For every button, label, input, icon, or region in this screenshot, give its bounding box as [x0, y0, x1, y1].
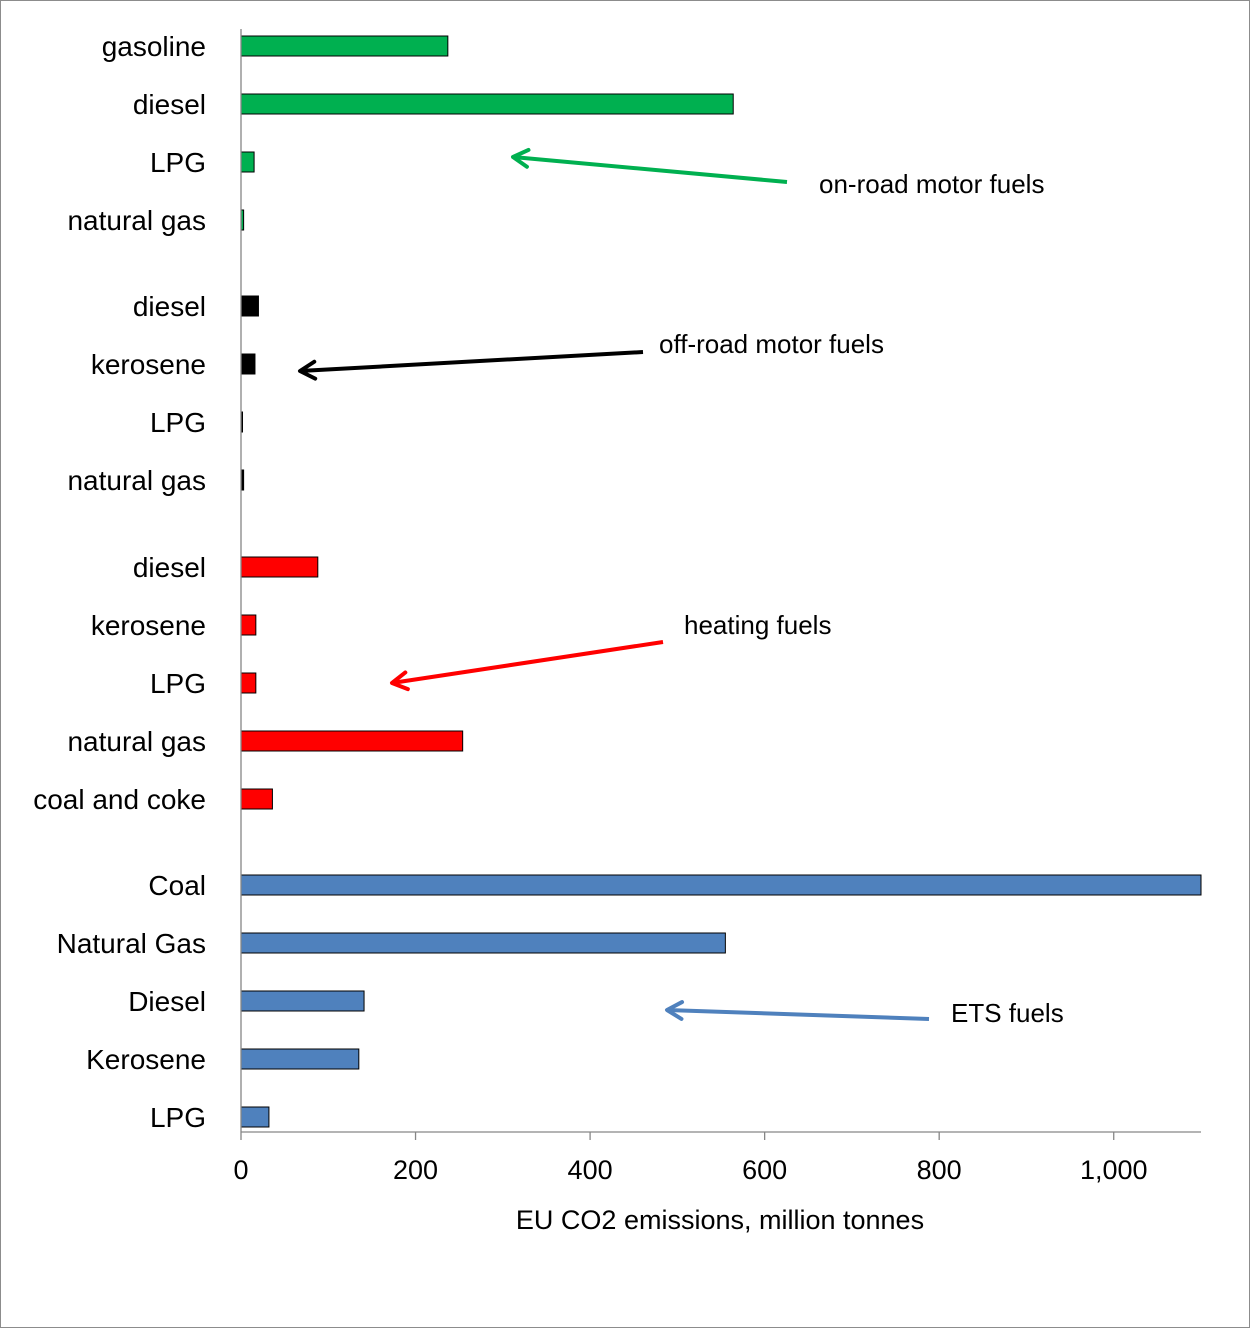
category-label: LPG [150, 1102, 206, 1133]
annotation-arrowhead [390, 670, 410, 692]
annotation-arrowhead [298, 359, 318, 381]
category-labels: gasoline diesel LPG natural gas diesel kerose… [33, 31, 206, 1133]
bars-layer [240, 35, 1202, 1128]
category-label: kerosene [91, 349, 206, 380]
category-label: Kerosene [86, 1044, 206, 1075]
category-label: LPG [150, 407, 206, 438]
x-tick-label: 400 [568, 1155, 613, 1185]
annotations: on-road motor fuels off-road motor fuels h… [298, 147, 1064, 1028]
bar [240, 672, 257, 694]
bar [240, 353, 256, 375]
x-tick-label: 800 [917, 1155, 962, 1185]
bar [240, 730, 464, 752]
category-label: diesel [133, 89, 206, 120]
x-tick-label: 200 [393, 1155, 438, 1185]
category-label: kerosene [91, 610, 206, 641]
category-label: Natural Gas [57, 928, 206, 959]
bar [240, 990, 365, 1012]
annotation-label: off-road motor fuels [659, 329, 884, 359]
annotation-arrowhead [665, 1000, 685, 1021]
category-label: diesel [133, 552, 206, 583]
x-axis: 0 200 400 600 800 1,000 [233, 29, 1201, 1185]
x-ticks: 0 200 400 600 800 1,000 [233, 1132, 1148, 1185]
bar [240, 295, 259, 317]
category-label: natural gas [67, 726, 206, 757]
bar [240, 151, 255, 173]
category-label: natural gas [67, 465, 206, 496]
x-tick-label: 0 [233, 1155, 248, 1185]
bar [240, 874, 1202, 896]
bar [240, 788, 273, 810]
category-label: LPG [150, 147, 206, 178]
category-label: LPG [150, 668, 206, 699]
annotation-arrow [299, 350, 644, 373]
x-tick-label: 600 [742, 1155, 787, 1185]
bar [240, 93, 734, 115]
annotation-arrowhead [511, 147, 531, 169]
category-label: Diesel [128, 986, 206, 1017]
category-label: Coal [148, 870, 206, 901]
x-tick-label: 1,000 [1080, 1155, 1148, 1185]
annotation-arrow [666, 1008, 930, 1021]
bar [240, 556, 319, 578]
bar [240, 35, 449, 57]
category-label: coal and coke [33, 784, 206, 815]
bar [240, 614, 257, 636]
bar [240, 1048, 360, 1070]
x-axis-title: EU CO2 emissions, million tonnes [516, 1205, 924, 1235]
bar [240, 1106, 270, 1128]
annotation-label: ETS fuels [951, 998, 1064, 1028]
category-label: diesel [133, 291, 206, 322]
annotation-label: heating fuels [684, 610, 831, 640]
annotation-label: on-road motor fuels [819, 169, 1044, 199]
category-label: gasoline [102, 31, 206, 62]
category-label: natural gas [67, 205, 206, 236]
annotation-arrow [512, 155, 788, 184]
annotation-arrow [391, 640, 664, 685]
bar [240, 932, 726, 954]
